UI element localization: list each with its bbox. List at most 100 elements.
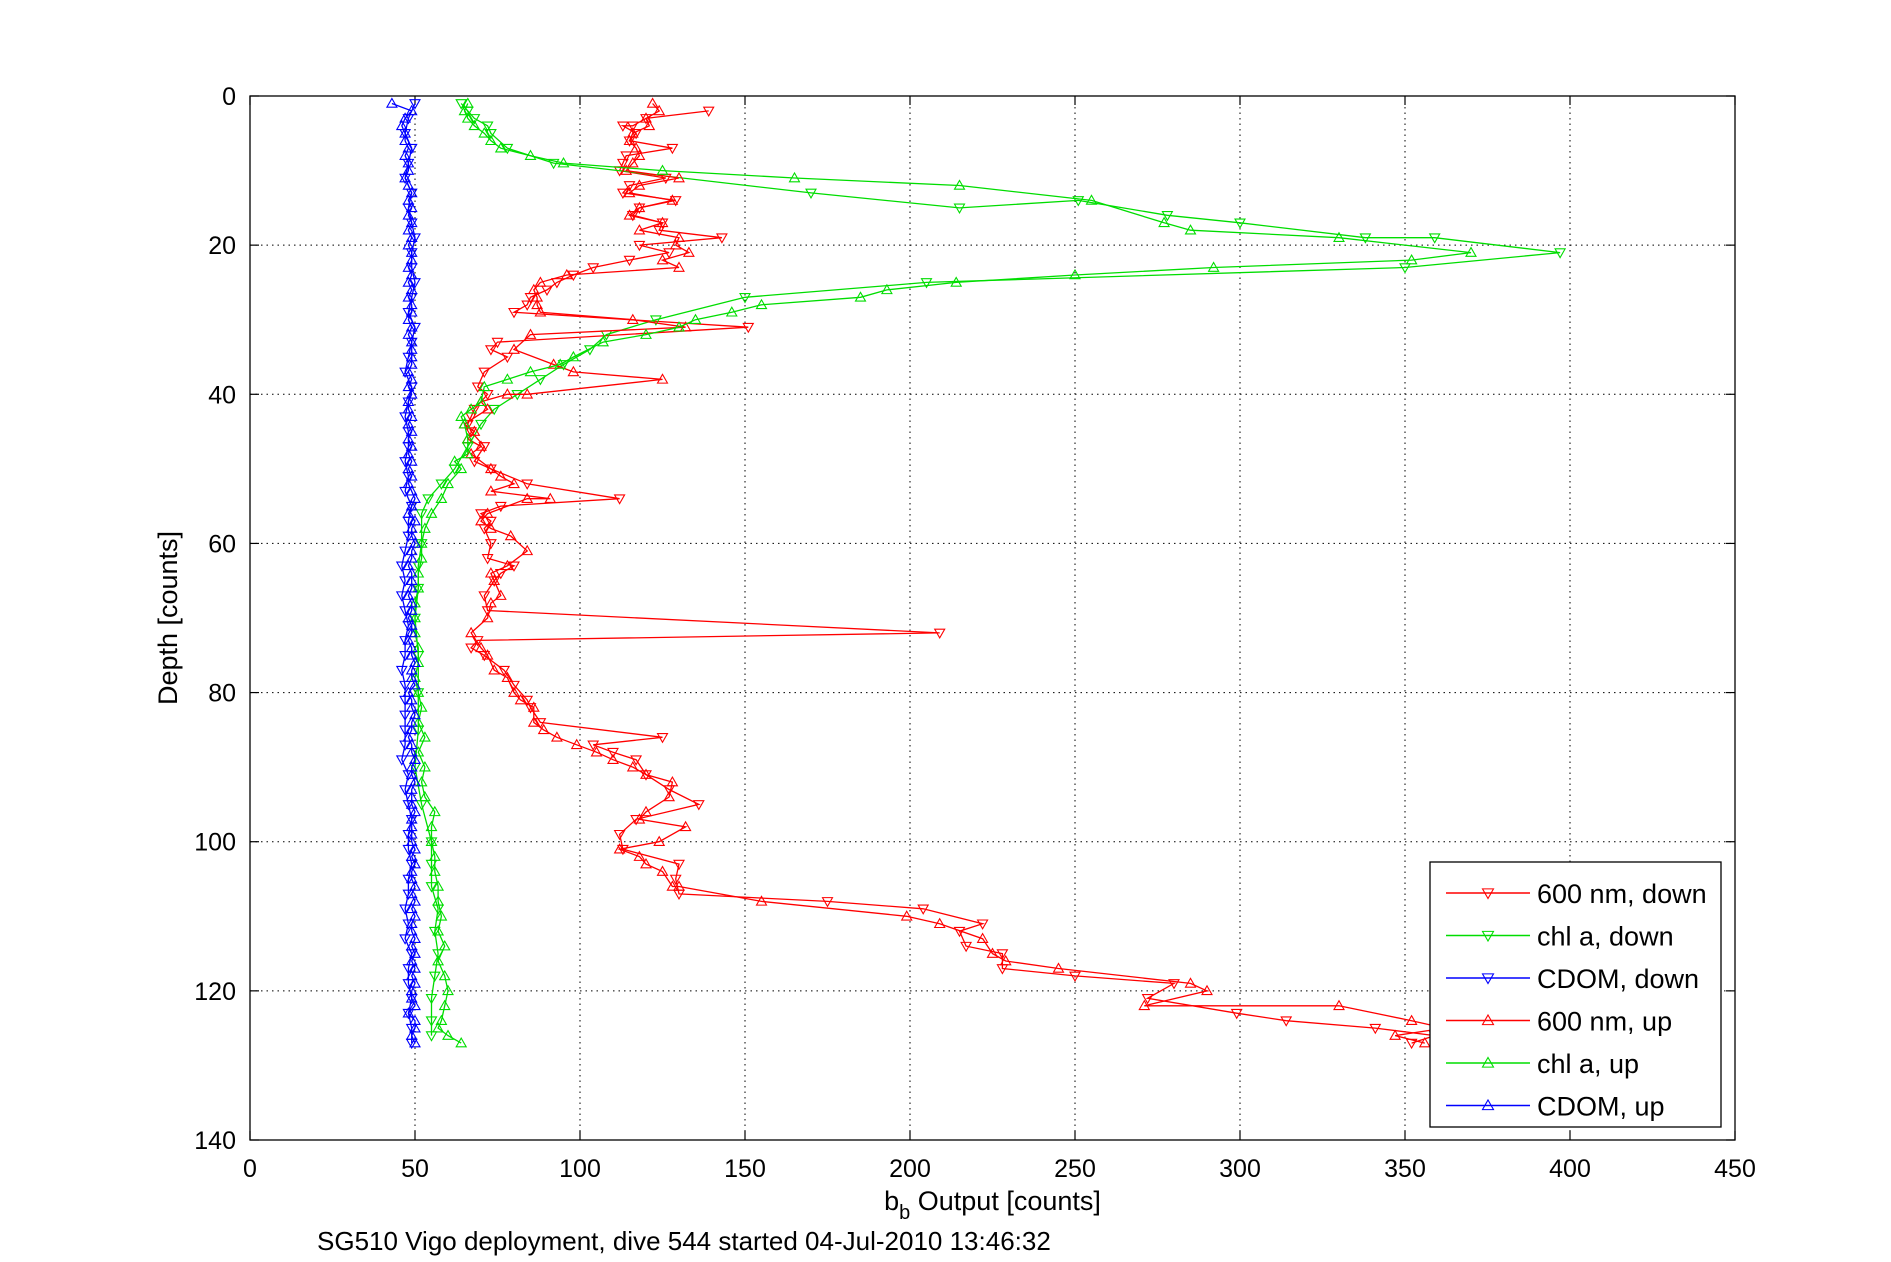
series-point <box>640 857 652 869</box>
series-point <box>402 1007 415 1018</box>
series-point <box>1554 248 1567 259</box>
legend-marker <box>1481 1098 1495 1111</box>
series-point <box>494 501 507 513</box>
series-point <box>640 328 652 339</box>
series-point <box>656 865 669 876</box>
series-point <box>409 999 421 1011</box>
series-point <box>438 999 451 1011</box>
series-point <box>1465 246 1477 257</box>
series-point <box>402 447 415 459</box>
series-point <box>402 179 415 190</box>
series-point <box>1405 253 1418 265</box>
series-point <box>399 367 412 379</box>
series-point <box>475 514 487 526</box>
series-point <box>689 313 702 325</box>
series-point <box>405 455 418 466</box>
series-point <box>484 539 497 550</box>
series-point <box>484 462 497 474</box>
series-point <box>405 887 418 899</box>
series-point <box>755 298 768 310</box>
series-point <box>953 203 966 214</box>
series-point <box>409 753 421 764</box>
series-point <box>649 315 662 326</box>
series-point <box>478 380 491 392</box>
series-point <box>547 358 560 369</box>
series-point <box>448 455 461 466</box>
series-point <box>656 216 669 228</box>
series-point <box>435 479 448 490</box>
series-point <box>960 941 973 953</box>
series-point <box>405 850 418 861</box>
series-point <box>481 121 494 132</box>
series-point <box>1333 999 1345 1011</box>
series-point <box>471 636 484 647</box>
series-point <box>428 850 441 861</box>
series-point <box>402 889 415 901</box>
x-tick-label: 300 <box>1219 1155 1261 1183</box>
series-point <box>933 628 946 640</box>
series-point <box>821 897 834 908</box>
series-point <box>666 880 679 891</box>
series-point <box>399 149 412 160</box>
series-point <box>405 865 418 876</box>
series-point <box>521 695 534 707</box>
y-tick-label: 0 <box>222 83 236 111</box>
series-point <box>412 582 425 593</box>
series-point <box>630 815 643 826</box>
series-point <box>488 574 501 586</box>
series-point <box>900 910 913 921</box>
series-point <box>402 164 415 175</box>
series-point <box>405 984 418 996</box>
series-point <box>405 298 418 310</box>
series-point <box>633 850 646 861</box>
series-point <box>613 843 626 854</box>
series-point <box>537 723 550 735</box>
series-point <box>633 201 646 213</box>
series-point <box>1141 994 1154 1005</box>
series-point <box>1428 233 1441 244</box>
series-point <box>999 954 1012 966</box>
series-point <box>468 114 481 125</box>
series-point <box>554 358 567 369</box>
series-point <box>475 440 487 451</box>
series-point <box>405 574 418 586</box>
series-point <box>501 388 514 399</box>
series-point <box>527 701 540 712</box>
series-point <box>405 790 418 802</box>
legend-label: 600 nm, down <box>1537 879 1707 909</box>
series-point <box>405 969 418 981</box>
series-point <box>402 142 415 153</box>
series-point <box>399 134 412 146</box>
series-point <box>402 686 415 697</box>
series-3 <box>458 97 1451 1048</box>
series-point <box>465 643 478 654</box>
series-point <box>409 962 421 973</box>
series-point <box>405 872 418 884</box>
series-point <box>508 307 520 319</box>
series-point <box>475 395 487 407</box>
series-point <box>405 373 418 384</box>
series-point <box>409 947 421 958</box>
series-point <box>402 157 415 168</box>
y-tick-label: 20 <box>208 232 236 260</box>
series-point <box>409 775 421 787</box>
series-point <box>742 322 755 334</box>
series-point <box>399 785 412 796</box>
series-point <box>478 367 491 379</box>
series-point <box>405 768 418 779</box>
series-point <box>405 143 418 155</box>
series-point <box>673 859 685 871</box>
series-point <box>471 382 484 393</box>
series-point <box>405 582 418 593</box>
series-point <box>673 321 685 332</box>
series-point <box>953 179 966 190</box>
series-point <box>405 723 418 735</box>
series-point <box>465 626 478 638</box>
series-point <box>405 470 418 481</box>
series-point <box>501 373 514 384</box>
series-point <box>425 820 438 832</box>
series-point <box>402 261 415 272</box>
series-point <box>531 298 544 310</box>
series-point <box>409 679 421 690</box>
series-point <box>587 263 600 274</box>
